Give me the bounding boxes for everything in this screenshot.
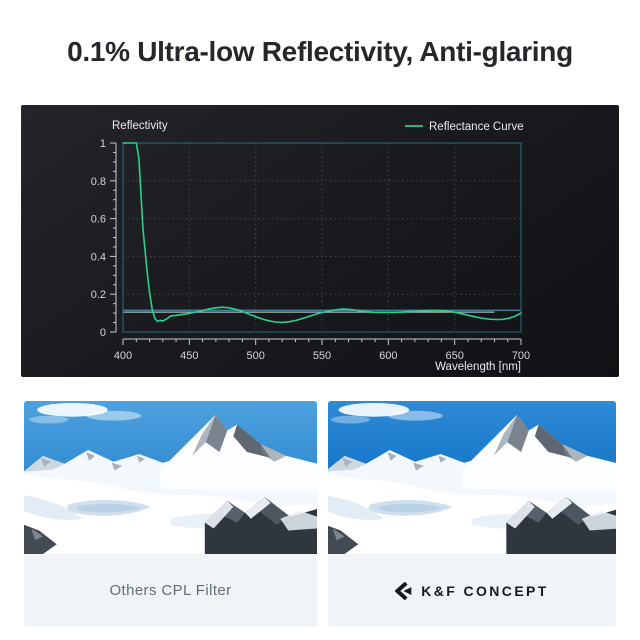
reflectivity-chart: 0 0.2 0.4 0.6 0.8 1 400 450 500 550 600 650 700 Refle… <box>91 120 530 373</box>
x-axis-title: Wavelength [nm] <box>435 361 521 373</box>
legend-label: Reflectance Curve <box>429 121 524 133</box>
x-tick-label: 550 <box>313 350 331 362</box>
y-tick-label: 0.6 <box>91 214 106 226</box>
others-cpl-label: Others CPL Filter <box>109 582 232 599</box>
kf-logo-icon <box>395 581 412 600</box>
x-tick-label: 700 <box>512 350 530 362</box>
kf-concept-label: K&F CONCEPT <box>395 581 549 600</box>
chart-title: Reflectivity <box>112 120 168 132</box>
x-tick-label: 600 <box>379 350 397 362</box>
y-tick-label: 0.8 <box>91 176 106 188</box>
others-label-bar: Others CPL Filter <box>24 554 317 627</box>
reflectivity-chart-panel: 0 0.2 0.4 0.6 0.8 1 400 450 500 550 600 650 700 Refle… <box>21 105 619 377</box>
comparison-card-kf: K&F CONCEPT <box>328 401 616 627</box>
y-tick-label: 0.2 <box>91 289 106 301</box>
kf-concept-text: K&F CONCEPT <box>421 582 549 599</box>
kf-concept-photo <box>328 401 616 554</box>
kf-label-bar: K&F CONCEPT <box>328 554 616 627</box>
y-tick-label: 0.4 <box>91 251 106 263</box>
page-title: 0.1% Ultra-low Reflectivity, Anti-glarin… <box>67 36 573 67</box>
x-tick-label: 400 <box>114 350 132 362</box>
x-tick-label: 500 <box>246 350 264 362</box>
comparison-card-others: Others CPL Filter <box>24 401 317 627</box>
x-tick-label: 450 <box>180 350 198 362</box>
reflectance-curve <box>122 142 522 324</box>
y-tick-label: 0 <box>100 327 106 339</box>
others-cpl-photo <box>24 401 317 554</box>
x-tick-label: 650 <box>445 350 463 362</box>
plot-border <box>122 142 522 333</box>
y-tick-label: 1 <box>100 138 106 150</box>
